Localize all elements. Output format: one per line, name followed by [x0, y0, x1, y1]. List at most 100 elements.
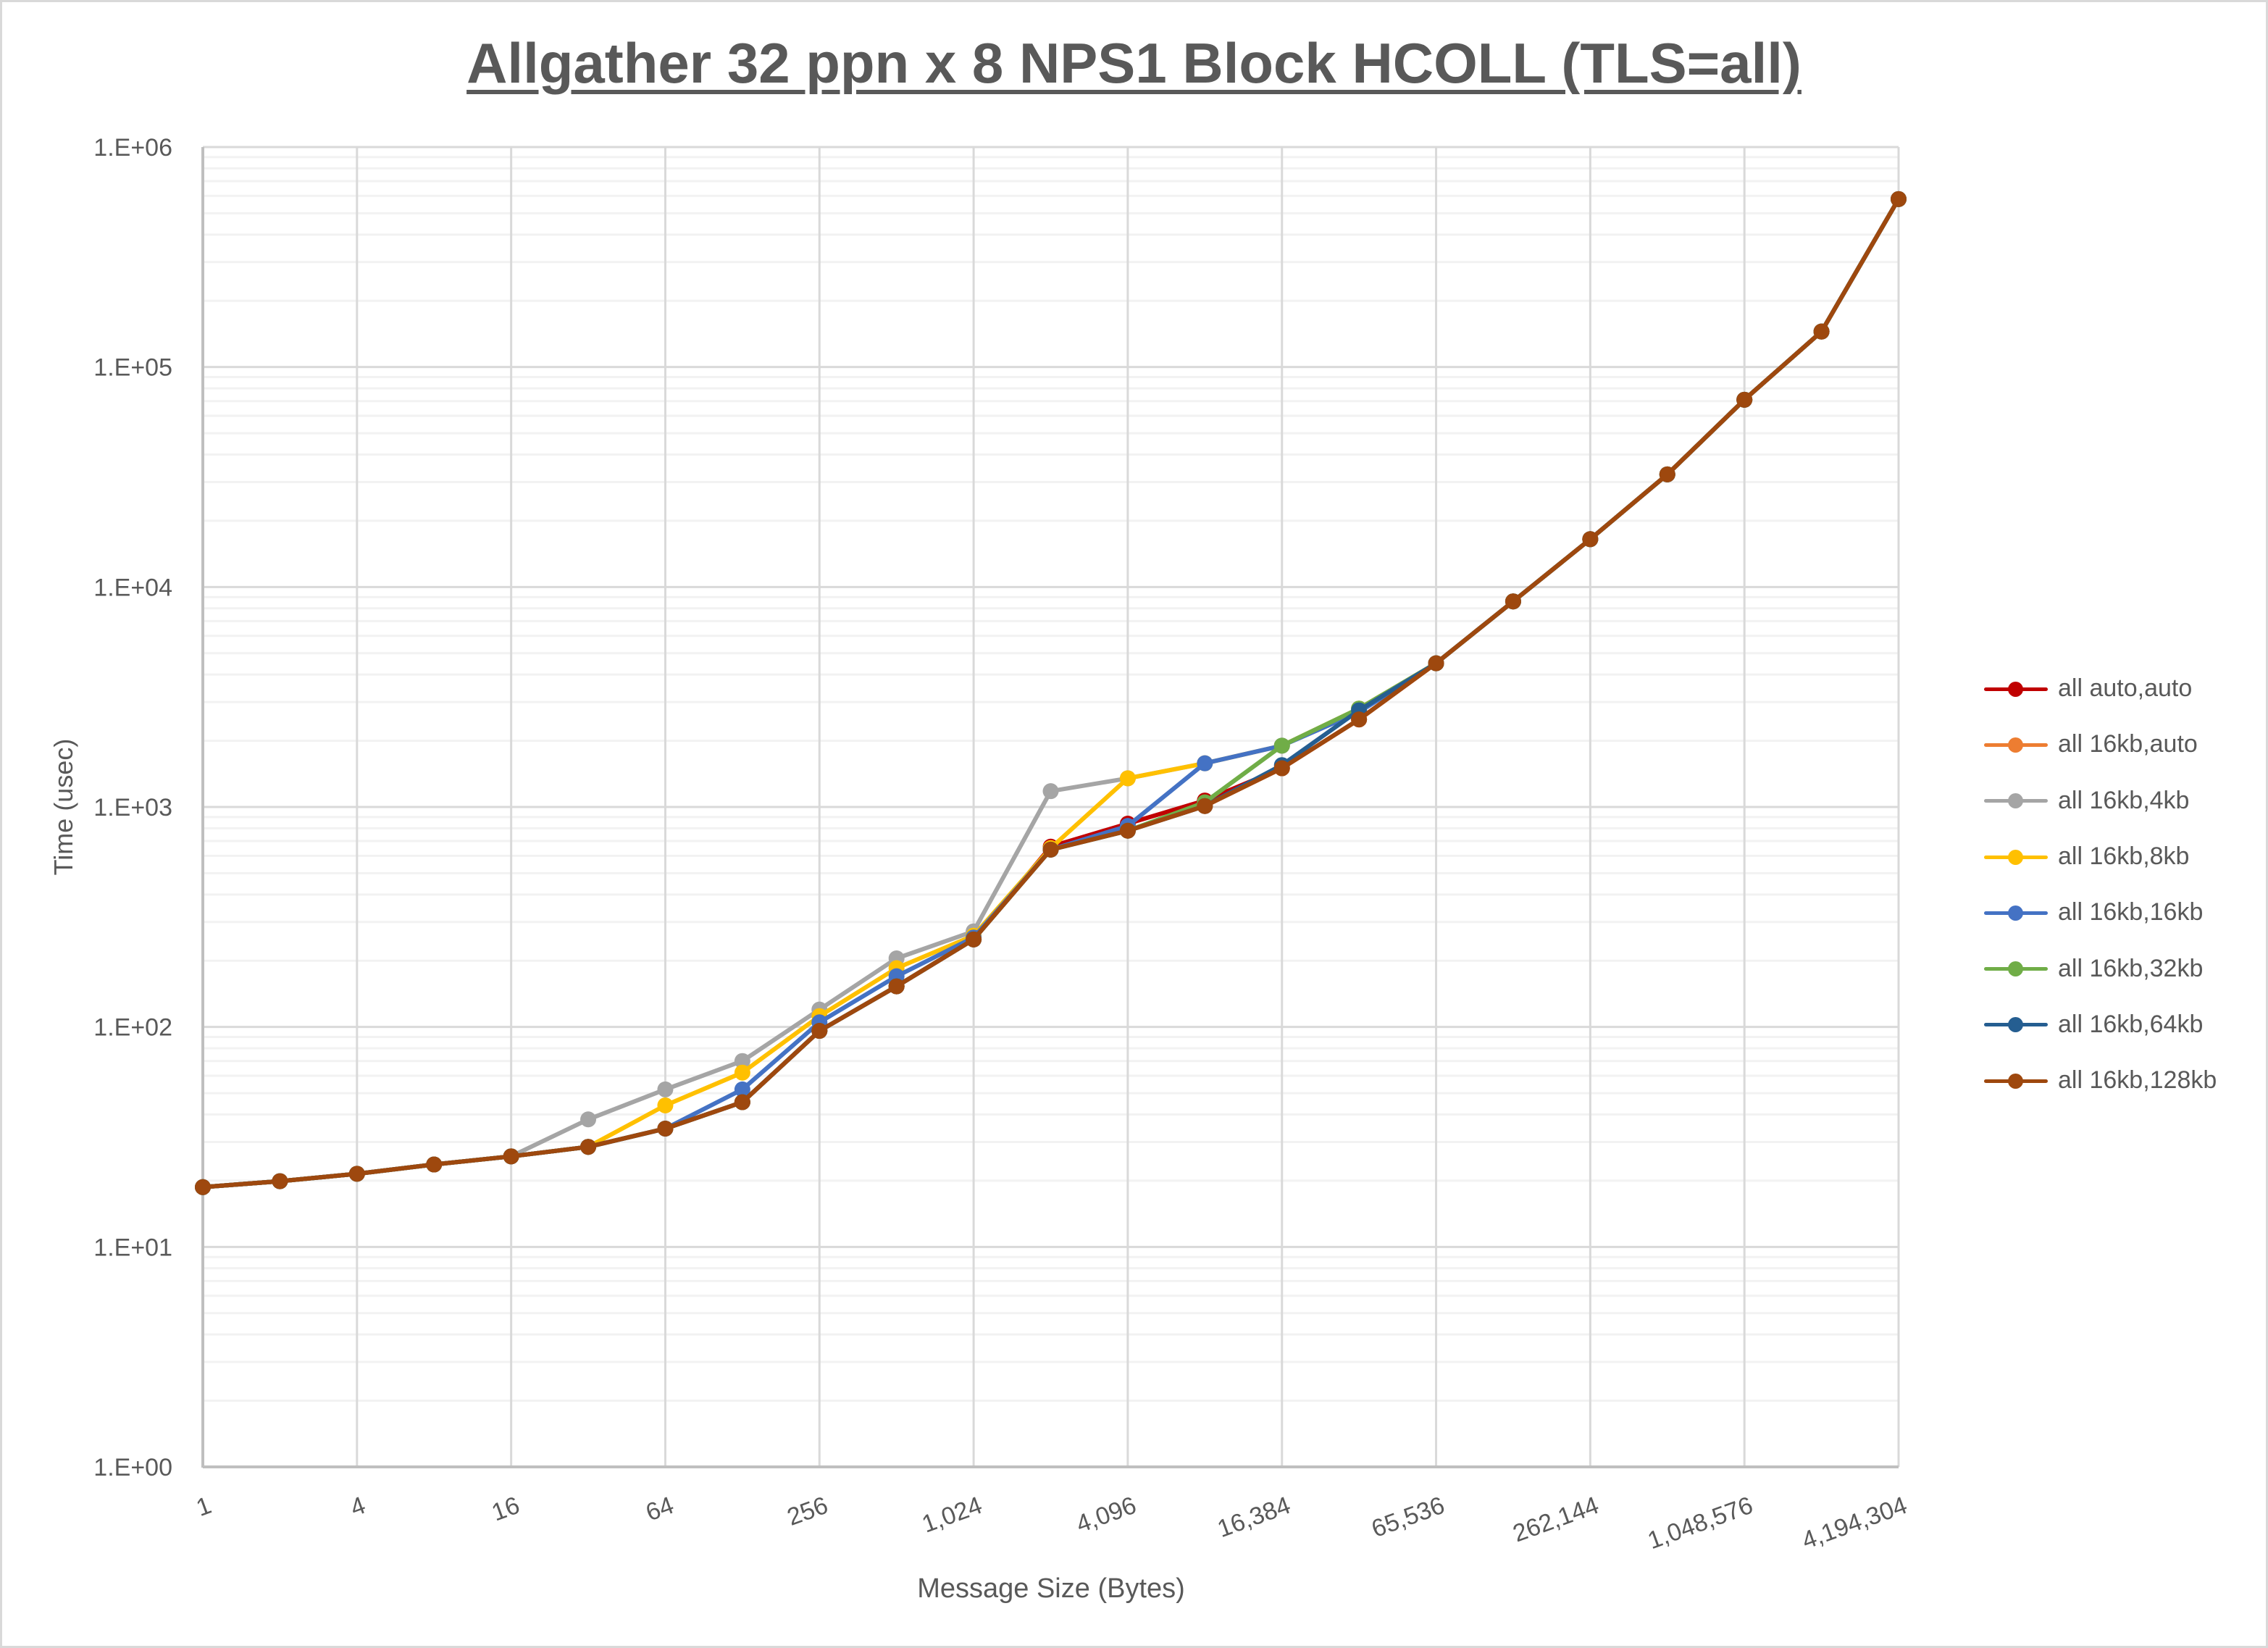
data-point-marker — [426, 1156, 443, 1173]
x-tick-label: 4,194,304 — [1799, 1492, 1911, 1555]
legend-item: all auto,auto — [1981, 661, 2217, 716]
legend-line-marker-icon — [1981, 1016, 2051, 1033]
legend-line-marker-icon — [1981, 904, 2051, 921]
legend-label: all 16kb,auto — [2058, 730, 2198, 758]
data-point-marker — [1273, 760, 1290, 777]
y-tick-label: 1.E+06 — [93, 134, 172, 162]
data-point-marker — [657, 1097, 674, 1113]
y-tick-label: 1.E+01 — [93, 1234, 172, 1261]
legend: all auto,auto all 16kb,auto all 16kb,4kb al… — [1981, 661, 2217, 1108]
y-tick-label: 1.E+03 — [93, 794, 172, 821]
data-point-marker — [1197, 755, 1213, 771]
data-point-marker — [272, 1173, 288, 1189]
data-point-marker — [888, 978, 905, 995]
data-point-marker — [1119, 770, 1136, 787]
data-point-marker — [734, 1081, 750, 1097]
axes — [201, 147, 1899, 1468]
legend-label: all 16kb,16kb — [2058, 898, 2204, 927]
minor-gridlines — [203, 156, 1899, 1402]
series-line — [202, 198, 1901, 1189]
data-point-marker — [1659, 466, 1675, 482]
series-all-16kb-4kb — [195, 191, 1907, 1195]
major-gridlines — [203, 146, 1900, 1467]
x-tick-label: 4 — [347, 1492, 369, 1522]
series-all-16kb-128kb — [195, 191, 1907, 1195]
legend-item: all 16kb,32kb — [1981, 940, 2217, 996]
series-all-16kb-16kb — [195, 191, 1907, 1195]
series-line — [202, 198, 1901, 1189]
x-axis-label: Message Size (Bytes) — [917, 1573, 1185, 1604]
legend-item: all 16kb,auto — [1981, 716, 2217, 772]
series-all-16kb-32kb — [195, 191, 1907, 1195]
series-line — [202, 198, 1901, 1189]
data-point-marker — [657, 1081, 674, 1097]
series-all-auto-auto — [195, 191, 1907, 1195]
data-point-marker — [1042, 841, 1059, 858]
data-point-marker — [503, 1148, 519, 1165]
data-point-marker — [1813, 323, 1830, 340]
data-point-marker — [1273, 737, 1290, 754]
legend-label: all 16kb,4kb — [2058, 786, 2190, 814]
legend-line-marker-icon — [1981, 848, 2051, 866]
x-tick-label: 64 — [643, 1492, 678, 1527]
legend-item: all 16kb,8kb — [1981, 829, 2217, 884]
legend-label: all 16kb,8kb — [2058, 842, 2190, 871]
data-series — [195, 191, 1907, 1195]
data-point-marker — [580, 1139, 597, 1155]
data-point-marker — [1891, 191, 1907, 207]
x-tick-label: 262,144 — [1510, 1492, 1602, 1548]
legend-line-marker-icon — [1981, 792, 2051, 809]
data-point-marker — [580, 1111, 597, 1128]
legend-item: all 16kb,16kb — [1981, 884, 2217, 940]
x-tick-label: 1,024 — [919, 1492, 986, 1539]
series-line — [202, 198, 1901, 1189]
series-line — [202, 198, 1901, 1189]
x-tick-labels: 1 4 16 64 256 1,024 4,096 16,384 65,536 262,144 1,… — [193, 1492, 1911, 1555]
chart-title: Allgather 32 ppn x 8 NPS1 Block HCOLL (T… — [466, 31, 1802, 95]
legend-line-marker-icon — [1981, 1072, 2051, 1089]
data-point-marker — [1428, 655, 1444, 672]
legend-label: all 16kb,64kb — [2058, 1010, 2204, 1038]
legend-line-marker-icon — [1981, 960, 2051, 977]
x-tick-label: 256 — [784, 1492, 832, 1531]
data-point-marker — [1197, 798, 1213, 814]
legend-item: all 16kb,128kb — [1981, 1053, 2217, 1108]
y-tick-label: 1.E+00 — [93, 1454, 172, 1481]
series-line — [202, 198, 1901, 1189]
data-point-marker — [1505, 593, 1521, 610]
data-point-marker — [1119, 822, 1136, 839]
series-all-16kb-auto — [195, 191, 1907, 1195]
data-point-marker — [734, 1064, 750, 1081]
legend-label: all auto,auto — [2058, 674, 2193, 703]
legend-item: all 16kb,4kb — [1981, 773, 2217, 829]
series-all-16kb-8kb — [195, 191, 1907, 1195]
x-tick-label: 4,096 — [1073, 1492, 1140, 1539]
y-tick-label: 1.E+02 — [93, 1014, 172, 1042]
series-line — [202, 198, 1901, 1189]
legend-item: all 16kb,64kb — [1981, 997, 2217, 1053]
legend-line-marker-icon — [1981, 736, 2051, 753]
data-point-marker — [1351, 711, 1368, 728]
y-tick-labels: 1.E+00 1.E+01 1.E+02 1.E+03 1.E+04 1.E+05 1.E+… — [93, 134, 172, 1481]
data-point-marker — [195, 1179, 211, 1195]
x-tick-label: 65,536 — [1368, 1492, 1449, 1543]
legend-line-marker-icon — [1981, 680, 2051, 698]
series-all-16kb-64kb — [195, 191, 1907, 1195]
series-line — [202, 198, 1901, 1189]
x-tick-label: 16,384 — [1214, 1492, 1294, 1543]
y-tick-label: 1.E+04 — [93, 574, 172, 601]
data-point-marker — [811, 1023, 828, 1040]
data-point-marker — [657, 1121, 674, 1137]
legend-label: all 16kb,128kb — [2058, 1066, 2217, 1095]
x-tick-label: 1 — [193, 1492, 215, 1522]
data-point-marker — [1736, 391, 1753, 408]
data-point-marker — [1042, 783, 1059, 800]
data-point-marker — [734, 1053, 750, 1069]
data-point-marker — [734, 1094, 750, 1110]
data-point-marker — [348, 1166, 365, 1182]
data-point-marker — [1582, 531, 1599, 548]
x-tick-label: 1,048,576 — [1644, 1492, 1757, 1555]
y-tick-label: 1.E+05 — [93, 354, 172, 382]
data-point-marker — [966, 931, 982, 948]
